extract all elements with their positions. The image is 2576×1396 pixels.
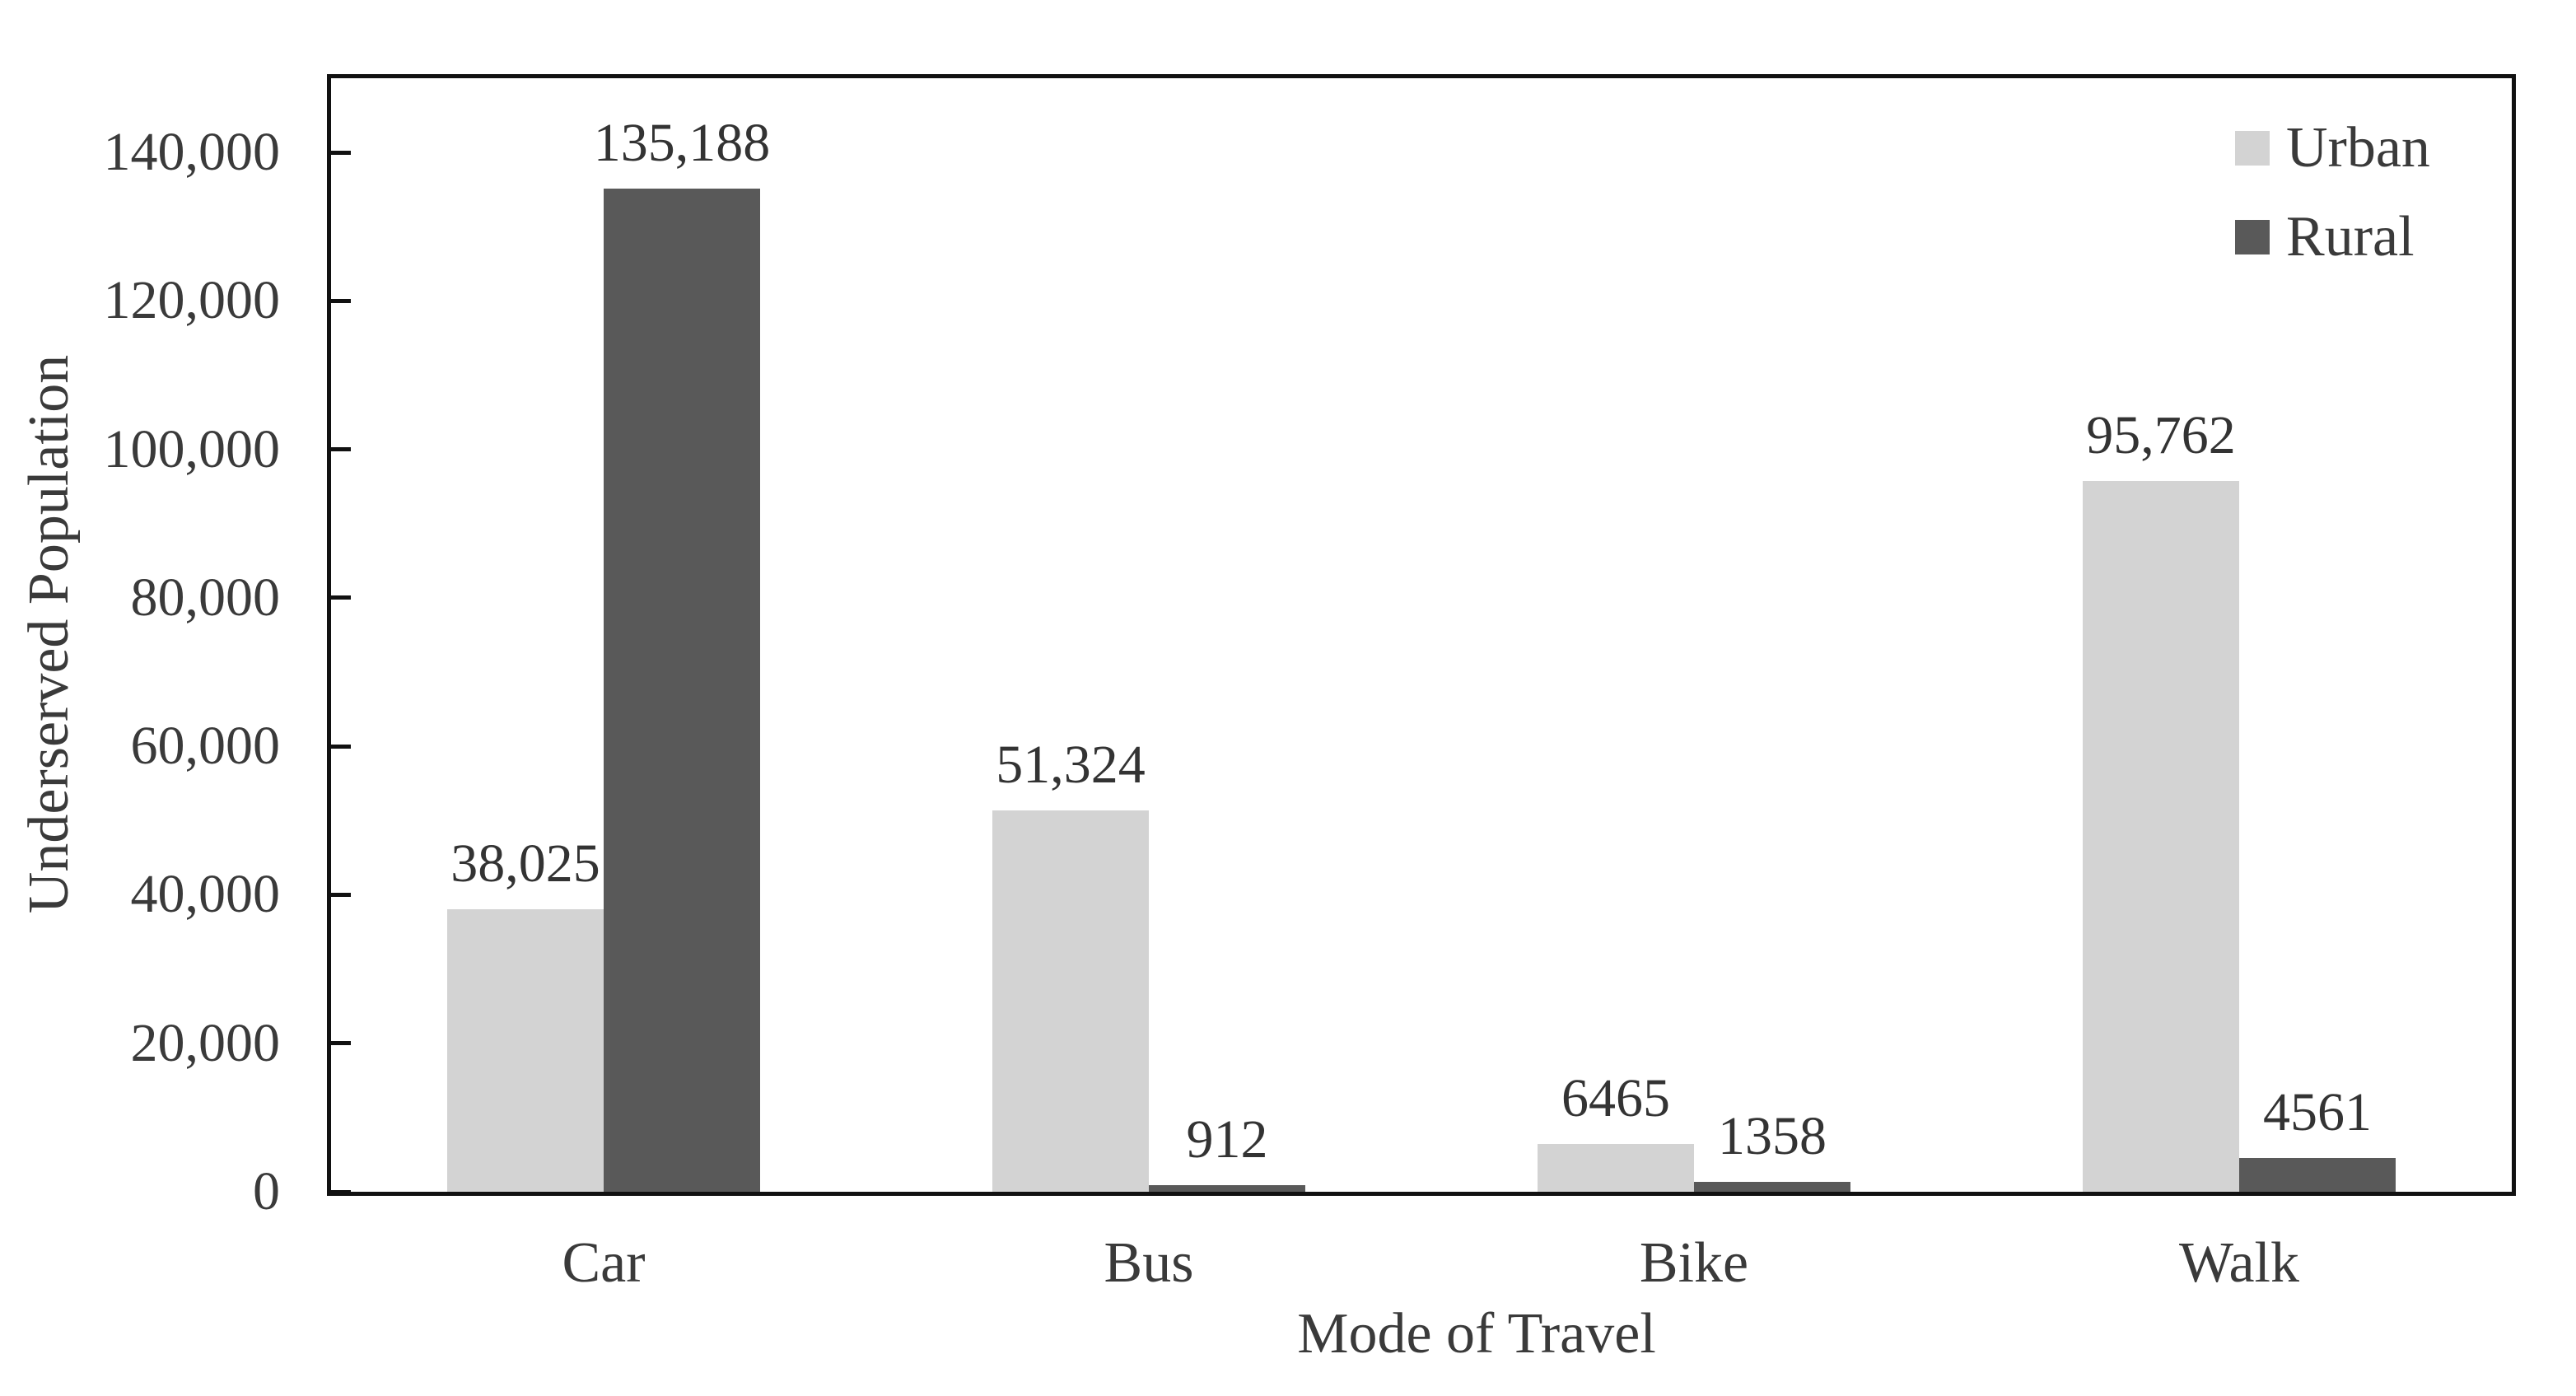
- data-label-urban-bus: 51,324: [996, 735, 1146, 796]
- bar-rural-bike: [1694, 1181, 1850, 1192]
- legend-swatch-rural-icon: [2235, 220, 2270, 254]
- y-tick-mark-0: [331, 1189, 351, 1194]
- data-label-urban-bike: 6465: [1561, 1067, 1670, 1128]
- y-tick-label-20,000: 20,000: [130, 1012, 281, 1073]
- y-tick-label-140,000: 140,000: [103, 122, 281, 183]
- data-label-rural-bus: 912: [1186, 1109, 1268, 1170]
- bar-urban-walk: [2083, 480, 2239, 1192]
- y-tick-label-40,000: 40,000: [130, 864, 281, 925]
- bar-rural-bus: [1149, 1184, 1305, 1192]
- bar-urban-car: [447, 909, 604, 1192]
- data-label-rural-car: 135,188: [593, 112, 771, 173]
- legend-label-urban: Urban: [2286, 116, 2430, 180]
- legend-entry-urban: Urban: [2235, 114, 2430, 183]
- x-axis-title: Mode of Travel: [1297, 1302, 1656, 1366]
- data-label-urban-walk: 95,762: [2086, 404, 2236, 465]
- y-tick-mark-80,000: [331, 595, 351, 600]
- bar-rural-walk: [2239, 1157, 2396, 1192]
- bar-urban-bus: [992, 810, 1149, 1192]
- legend-label-rural: Rural: [2286, 205, 2415, 268]
- y-tick-label-120,000: 120,000: [103, 270, 281, 331]
- bar-rural-car: [604, 188, 760, 1192]
- legend-swatch-urban-icon: [2235, 131, 2270, 166]
- y-tick-mark-60,000: [331, 744, 351, 749]
- y-tick-mark-20,000: [331, 1041, 351, 1046]
- x-category-label-bus: Bus: [1104, 1231, 1194, 1295]
- y-tick-label-60,000: 60,000: [130, 716, 281, 777]
- y-tick-label-0: 0: [253, 1161, 280, 1221]
- y-tick-mark-120,000: [331, 298, 351, 303]
- y-tick-mark-140,000: [331, 150, 351, 155]
- y-tick-label-80,000: 80,000: [130, 567, 281, 628]
- data-label-urban-car: 38,025: [450, 833, 600, 894]
- y-tick-label-100,000: 100,000: [103, 418, 281, 479]
- legend: Urban Rural: [2235, 114, 2430, 292]
- x-category-label-car: Car: [562, 1231, 646, 1295]
- data-label-rural-bike: 1358: [1718, 1105, 1827, 1166]
- bar-urban-bike: [1538, 1143, 1694, 1192]
- data-label-rural-walk: 4561: [2263, 1081, 2372, 1142]
- y-tick-mark-40,000: [331, 892, 351, 897]
- y-tick-mark-100,000: [331, 447, 351, 452]
- legend-entry-rural: Rural: [2235, 203, 2430, 272]
- x-category-label-bike: Bike: [1639, 1231, 1749, 1295]
- x-category-label-walk: Walk: [2179, 1231, 2299, 1295]
- bars-layer: [331, 78, 2512, 1192]
